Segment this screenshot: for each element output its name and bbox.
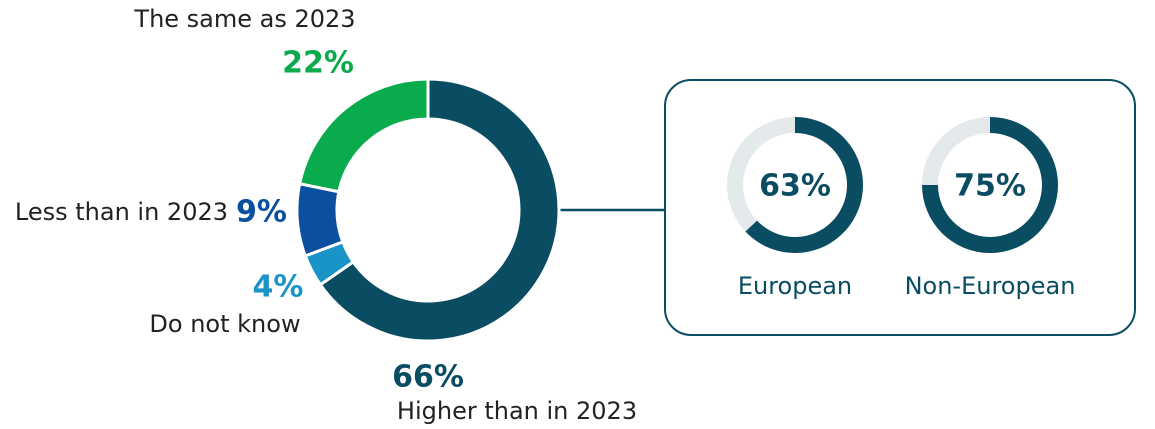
category-label: The same as 2023 (133, 5, 355, 33)
value-label: 22% (282, 46, 354, 81)
category-label: Less than in 2023 (15, 198, 228, 226)
category-label: Non-European (905, 272, 1076, 300)
category-label: Do not know (149, 310, 300, 338)
donut-segment (295, 181, 345, 258)
value-label: 66% (392, 360, 464, 395)
value-label: 9% (236, 195, 287, 230)
value-label: 4% (253, 270, 304, 305)
progress-arc (745, 117, 863, 253)
value-label: 75% (954, 169, 1026, 204)
donut-segment (297, 77, 430, 194)
category-label: Higher than in 2023 (397, 397, 637, 425)
category-label: European (738, 272, 852, 300)
donut-segment (318, 77, 561, 343)
value-label: 63% (759, 169, 831, 204)
comparison-box (664, 79, 1136, 336)
